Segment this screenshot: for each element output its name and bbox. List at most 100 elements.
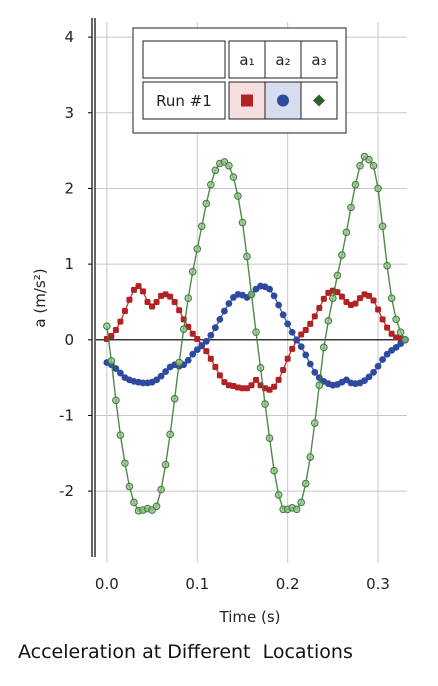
data-point bbox=[275, 301, 283, 309]
data-point bbox=[320, 343, 328, 352]
data-point bbox=[153, 298, 160, 305]
data-point bbox=[388, 330, 395, 337]
tick-labels: -2 -1 0 1 2 3 4 0.0 0.1 0.2 0.3 bbox=[59, 28, 390, 593]
data-point bbox=[370, 297, 377, 304]
data-point bbox=[234, 384, 241, 391]
data-point bbox=[266, 386, 273, 393]
data-point bbox=[126, 296, 133, 303]
data-point bbox=[396, 328, 405, 337]
data-point bbox=[189, 350, 197, 358]
data-point bbox=[229, 173, 238, 181]
data-point bbox=[212, 364, 219, 371]
legend-swatch-circle bbox=[277, 94, 289, 107]
x-tick-label: 0.2 bbox=[276, 575, 300, 593]
data-point bbox=[338, 251, 346, 259]
data-point bbox=[324, 317, 333, 325]
data-point bbox=[301, 479, 310, 488]
data-point bbox=[202, 199, 211, 208]
data-point bbox=[117, 318, 124, 325]
data-point bbox=[334, 289, 341, 296]
data-point bbox=[108, 333, 115, 340]
data-point bbox=[356, 161, 364, 170]
data-point bbox=[293, 336, 301, 344]
data-point bbox=[193, 245, 202, 253]
data-point bbox=[383, 261, 391, 270]
data-point bbox=[221, 379, 228, 386]
data-point bbox=[216, 315, 224, 323]
data-point bbox=[379, 316, 386, 323]
data-point bbox=[202, 337, 210, 345]
data-point bbox=[243, 385, 250, 392]
data-point bbox=[384, 324, 391, 331]
data-point bbox=[103, 322, 111, 330]
data-point bbox=[125, 482, 134, 491]
data-point bbox=[266, 285, 273, 293]
data-point bbox=[162, 368, 170, 375]
legend-swatch-diamond bbox=[313, 94, 325, 107]
data-point bbox=[378, 222, 387, 231]
data-point bbox=[121, 308, 128, 315]
data-point bbox=[144, 298, 151, 305]
legend-swatch-square bbox=[241, 94, 253, 107]
data-point bbox=[194, 336, 201, 343]
data-point bbox=[112, 365, 120, 372]
data-point bbox=[351, 180, 360, 189]
data-point bbox=[297, 498, 306, 507]
data-point bbox=[333, 271, 342, 280]
series-1 bbox=[103, 283, 409, 393]
data-point bbox=[284, 355, 291, 362]
data-point bbox=[149, 303, 156, 310]
legend-header-label: a₁ bbox=[239, 51, 254, 69]
data-point bbox=[369, 161, 378, 170]
data-point bbox=[152, 502, 161, 511]
data-point bbox=[297, 343, 305, 350]
data-point bbox=[184, 294, 193, 302]
data-point bbox=[365, 373, 373, 381]
series-3 bbox=[103, 152, 409, 515]
data-point bbox=[117, 369, 124, 377]
x-tick-label: 0.0 bbox=[95, 575, 119, 593]
data-point bbox=[370, 368, 377, 376]
data-point bbox=[253, 376, 260, 383]
data-point bbox=[374, 184, 382, 193]
data-point bbox=[316, 305, 323, 312]
data-point bbox=[401, 335, 409, 344]
data-point bbox=[225, 300, 233, 307]
data-point bbox=[307, 320, 314, 327]
data-point bbox=[256, 363, 265, 372]
data-point bbox=[161, 460, 170, 469]
data-point bbox=[153, 376, 160, 384]
data-point bbox=[239, 385, 246, 392]
legend-row-label: Run #1 bbox=[156, 92, 212, 110]
data-point bbox=[356, 295, 363, 302]
data-point bbox=[292, 505, 301, 514]
data-point bbox=[374, 362, 382, 370]
data-point bbox=[207, 355, 214, 362]
x-tick-label: 0.3 bbox=[366, 575, 390, 593]
x-axis-title: Time (s) bbox=[219, 608, 281, 626]
data-point bbox=[238, 218, 247, 227]
data-point bbox=[379, 356, 386, 363]
x-tick-label: 0.1 bbox=[185, 575, 209, 593]
data-point bbox=[171, 298, 178, 305]
data-point bbox=[325, 289, 332, 296]
y-tick-label: 3 bbox=[64, 104, 74, 122]
data-point bbox=[383, 350, 391, 358]
data-point bbox=[225, 382, 232, 389]
data-point bbox=[311, 368, 319, 376]
data-point bbox=[320, 295, 327, 302]
data-point bbox=[135, 283, 142, 290]
data-point bbox=[130, 286, 137, 293]
figure-caption: Acceleration at Different Locations bbox=[18, 641, 353, 663]
data-point bbox=[306, 453, 315, 461]
data-point bbox=[158, 292, 165, 299]
data-point bbox=[387, 294, 396, 302]
y-tick-label: -2 bbox=[59, 482, 74, 500]
legend-header-label: a₃ bbox=[311, 51, 326, 69]
data-point bbox=[392, 343, 400, 351]
data-point bbox=[284, 320, 292, 328]
data-point bbox=[265, 434, 274, 442]
series-2 bbox=[103, 282, 409, 389]
data-point bbox=[107, 357, 116, 365]
data-point bbox=[211, 324, 219, 332]
